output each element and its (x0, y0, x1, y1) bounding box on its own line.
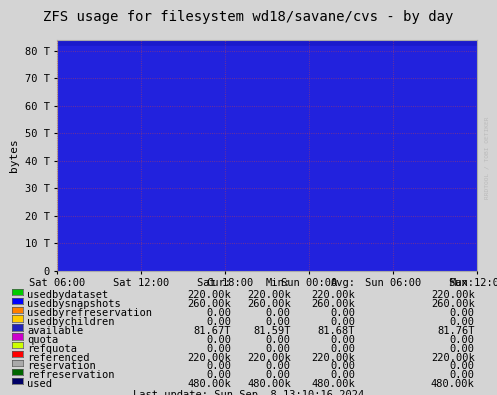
Text: 480.00k: 480.00k (247, 379, 291, 389)
Text: 0.00: 0.00 (331, 308, 355, 318)
Text: 0.00: 0.00 (206, 317, 231, 327)
Text: refreservation: refreservation (27, 371, 115, 380)
Text: 0.00: 0.00 (266, 317, 291, 327)
Text: ZFS usage for filesystem wd18/savane/cvs - by day: ZFS usage for filesystem wd18/savane/cvs… (43, 10, 454, 24)
Text: usedbychildren: usedbychildren (27, 317, 115, 327)
Text: 0.00: 0.00 (266, 344, 291, 354)
Y-axis label: bytes: bytes (9, 138, 19, 172)
Text: 0.00: 0.00 (450, 371, 475, 380)
Text: 0.00: 0.00 (206, 335, 231, 345)
Text: 81.76T: 81.76T (437, 326, 475, 336)
Text: 81.67T: 81.67T (194, 326, 231, 336)
Text: 0.00: 0.00 (331, 371, 355, 380)
Text: quota: quota (27, 335, 59, 345)
Text: Max:: Max: (450, 278, 475, 288)
Text: 220.00k: 220.00k (431, 290, 475, 300)
Text: 0.00: 0.00 (331, 361, 355, 371)
Text: Last update: Sun Sep  8 13:10:16 2024: Last update: Sun Sep 8 13:10:16 2024 (133, 390, 364, 395)
Text: 220.00k: 220.00k (187, 290, 231, 300)
Text: reservation: reservation (27, 361, 96, 371)
Text: referenced: referenced (27, 352, 90, 363)
Text: 480.00k: 480.00k (431, 379, 475, 389)
Text: 260.00k: 260.00k (312, 299, 355, 309)
Text: 0.00: 0.00 (450, 308, 475, 318)
Text: 0.00: 0.00 (266, 371, 291, 380)
Text: Min:: Min: (266, 278, 291, 288)
Text: 0.00: 0.00 (206, 308, 231, 318)
Text: RRDTOOL / TOBI OETIKER: RRDTOOL / TOBI OETIKER (485, 117, 490, 199)
Text: 81.59T: 81.59T (253, 326, 291, 336)
Text: 220.00k: 220.00k (431, 352, 475, 363)
Text: 0.00: 0.00 (331, 335, 355, 345)
Text: 480.00k: 480.00k (187, 379, 231, 389)
Text: Cur:: Cur: (206, 278, 231, 288)
Text: 220.00k: 220.00k (247, 290, 291, 300)
Text: 0.00: 0.00 (450, 361, 475, 371)
Text: 0.00: 0.00 (266, 361, 291, 371)
Text: 220.00k: 220.00k (187, 352, 231, 363)
Text: 0.00: 0.00 (206, 361, 231, 371)
Text: usedbysnapshots: usedbysnapshots (27, 299, 121, 309)
Text: 260.00k: 260.00k (431, 299, 475, 309)
Text: refquota: refquota (27, 344, 78, 354)
Text: 220.00k: 220.00k (312, 352, 355, 363)
Text: 0.00: 0.00 (266, 308, 291, 318)
Text: 260.00k: 260.00k (247, 299, 291, 309)
Text: 0.00: 0.00 (450, 317, 475, 327)
Text: 0.00: 0.00 (331, 317, 355, 327)
Text: used: used (27, 379, 52, 389)
Text: 0.00: 0.00 (206, 371, 231, 380)
Text: available: available (27, 326, 83, 336)
Text: Avg:: Avg: (331, 278, 355, 288)
Text: 81.68T: 81.68T (318, 326, 355, 336)
Text: 0.00: 0.00 (266, 335, 291, 345)
Text: 480.00k: 480.00k (312, 379, 355, 389)
Text: 220.00k: 220.00k (312, 290, 355, 300)
Text: 0.00: 0.00 (450, 335, 475, 345)
Text: usedbyrefreservation: usedbyrefreservation (27, 308, 153, 318)
Text: 0.00: 0.00 (331, 344, 355, 354)
Text: 0.00: 0.00 (206, 344, 231, 354)
Text: 220.00k: 220.00k (247, 352, 291, 363)
Text: usedbydataset: usedbydataset (27, 290, 108, 300)
Text: 0.00: 0.00 (450, 344, 475, 354)
Text: 260.00k: 260.00k (187, 299, 231, 309)
